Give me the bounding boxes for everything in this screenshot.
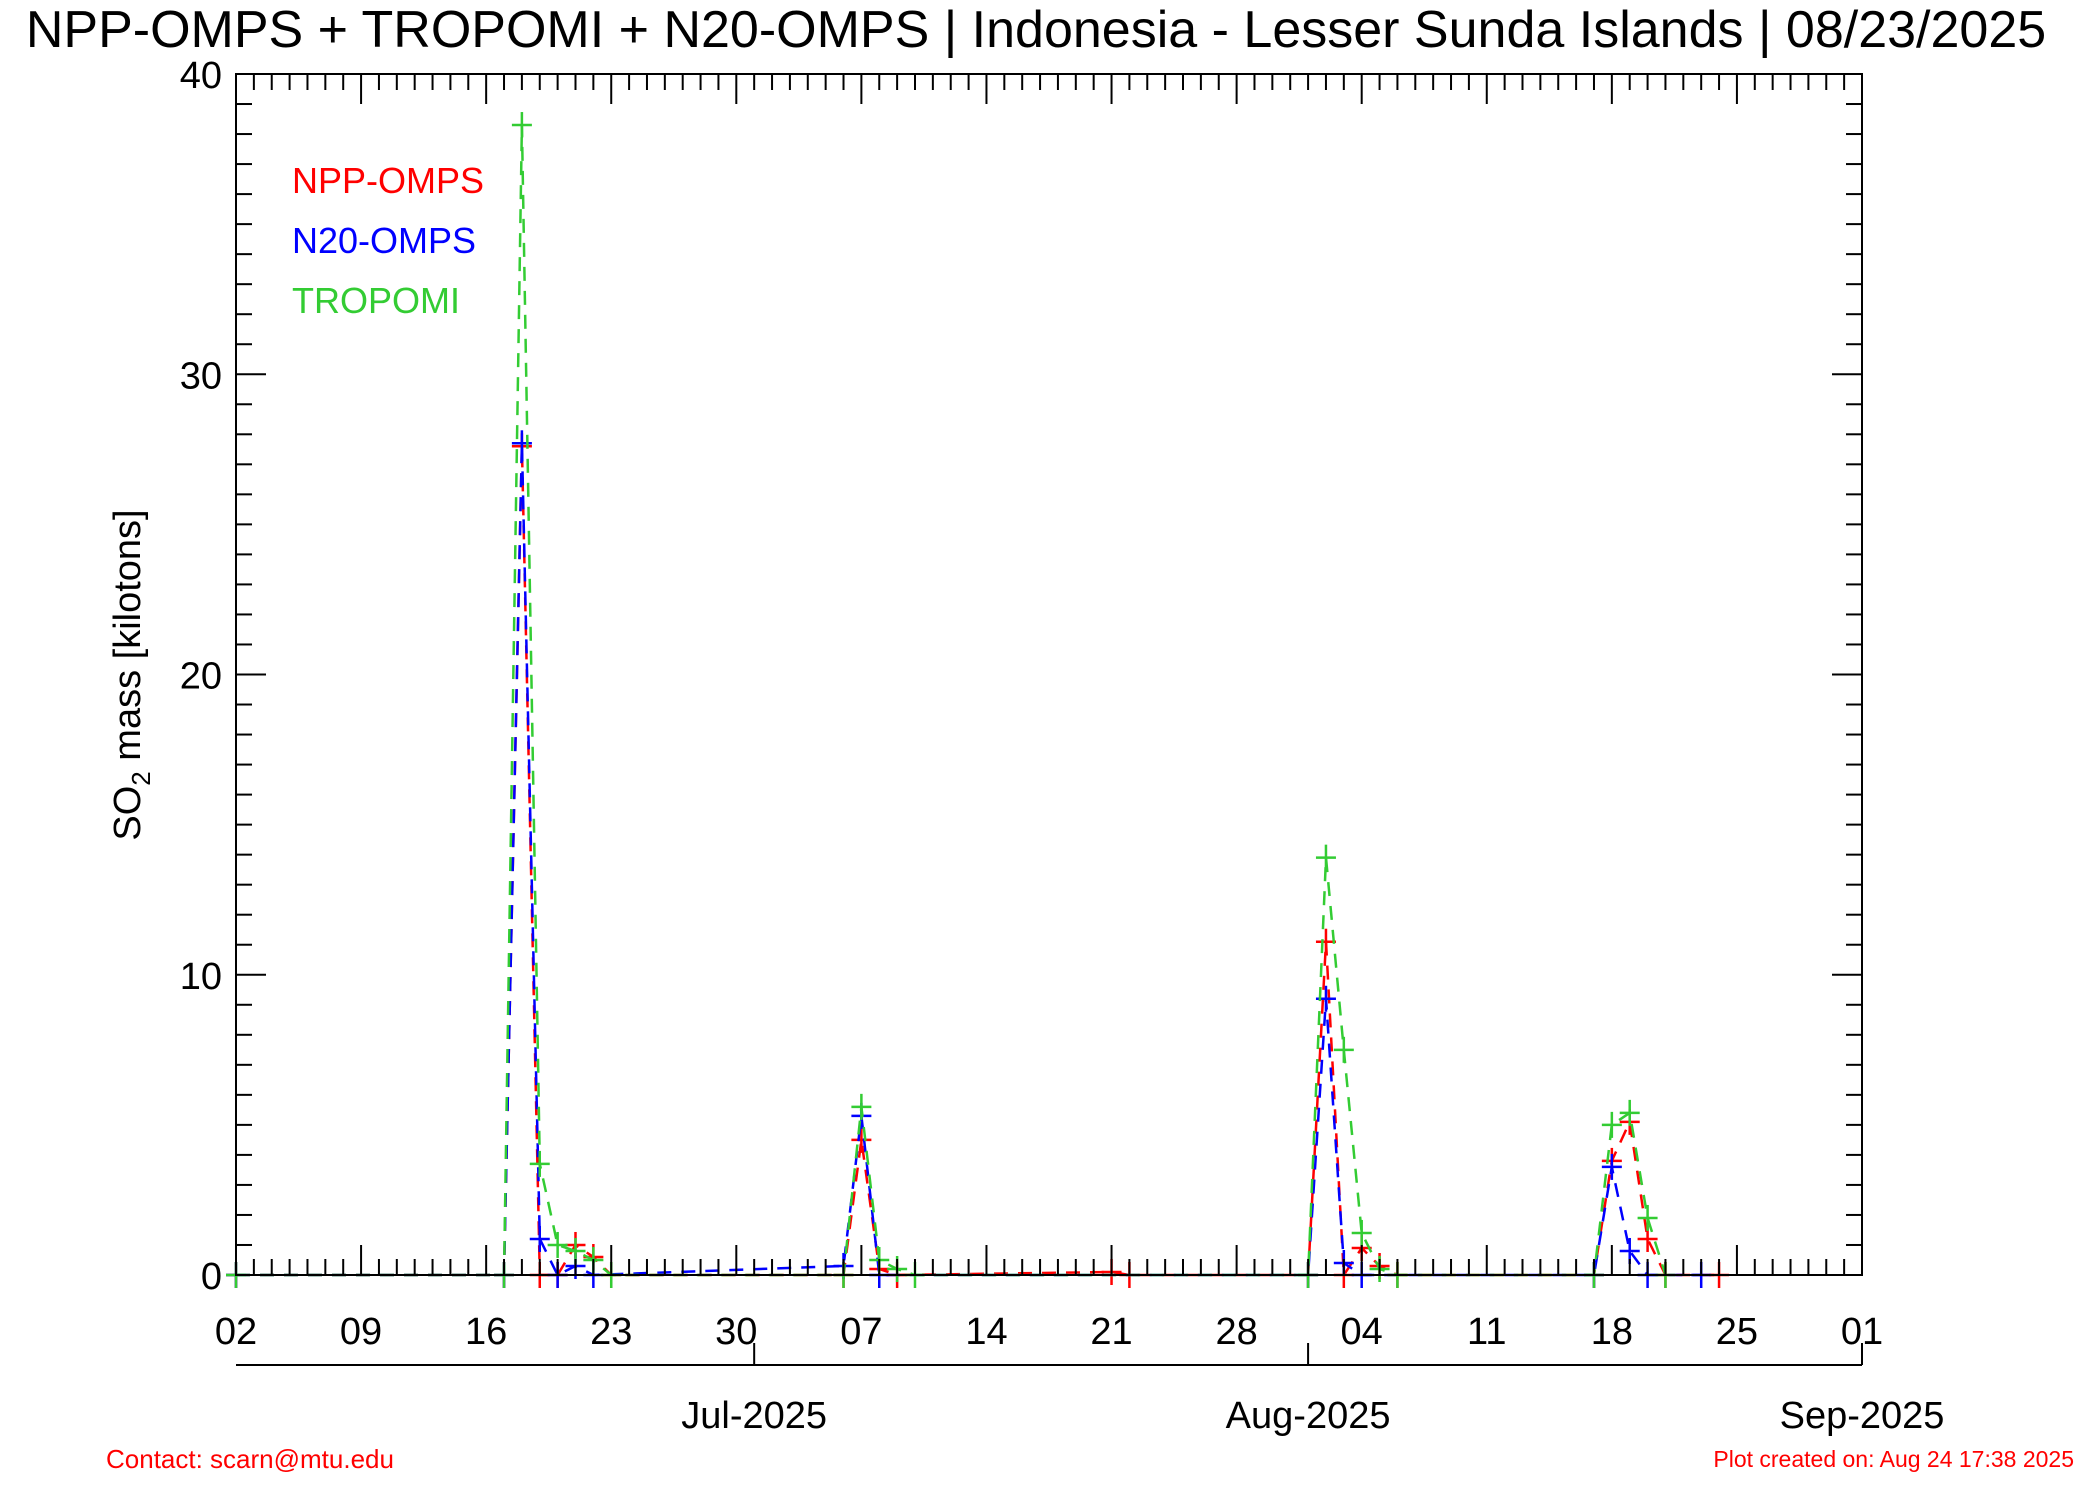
data-point [1637,1204,1658,1231]
x-tick-label: 23 [590,1311,632,1353]
y-axis-label: SO2 mass [kilotons] [107,509,156,840]
y-tick-label: 30 [180,355,222,397]
chart-title: NPP-OMPS + TROPOMI + N20-OMPS | Indonesi… [26,1,2046,59]
data-point [1619,1099,1640,1126]
data-point [1333,1036,1354,1063]
data-point [1601,1111,1622,1138]
series-line-tropomi [236,124,1667,1277]
y-tick-label: 10 [180,956,222,998]
x-tick-label: 16 [465,1311,507,1353]
x-tick-label: 11 [1467,1311,1506,1353]
legend-entry-tropomi: TROPOMI [292,280,460,321]
month-label: Sep-2025 [1780,1395,1945,1437]
legend-entry-npp-omps: NPP-OMPS [292,160,484,201]
x-tick-label: 30 [715,1311,757,1353]
data-point [529,1150,550,1177]
x-tick-label: 14 [965,1311,1007,1353]
data-point [511,430,532,457]
data-point [851,1093,872,1120]
data-point [511,112,532,139]
series-line-n20-omps [236,443,1702,1277]
contact-text[interactable]: Contact: scarn@mtu.edu [106,1444,394,1474]
month-label: Aug-2025 [1226,1395,1391,1437]
x-tick-label: 07 [840,1311,882,1353]
series-line-npp-omps [236,446,1720,1279]
x-tick-label: 04 [1341,1311,1383,1353]
plot-frame [235,73,1863,1276]
month-label: Jul-2025 [681,1395,827,1437]
data-point [529,1225,550,1252]
plot-created-text: Plot created on: Aug 24 17:38 2025 [1713,1446,2074,1472]
data-point [547,1231,568,1258]
y-tick-label: 0 [201,1256,222,1298]
x-tick-label: 28 [1215,1311,1257,1353]
x-tick-label: 21 [1090,1311,1132,1353]
y-tick-label: 20 [180,656,222,698]
x-tick-label: 09 [340,1311,382,1353]
y-tick-label: 40 [180,55,222,97]
data-point [1315,844,1336,871]
data-point [1351,1219,1372,1246]
x-tick-label: 18 [1591,1311,1633,1353]
x-tick-label: 25 [1716,1311,1758,1353]
data-point [1601,1153,1622,1180]
x-tick-label: 02 [215,1311,257,1353]
data-point [851,1126,872,1153]
legend-entry-n20-omps: N20-OMPS [292,220,476,261]
